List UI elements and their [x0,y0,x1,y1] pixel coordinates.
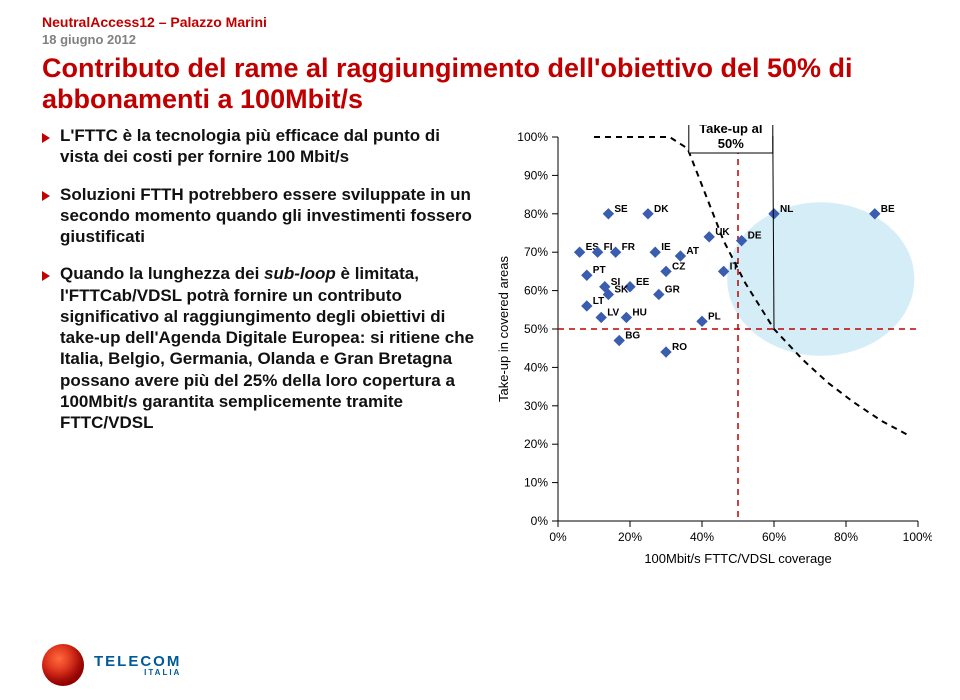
svg-text:50%: 50% [718,136,744,151]
svg-text:SK: SK [614,285,629,296]
svg-text:PT: PT [593,265,606,276]
svg-text:LT: LT [593,296,604,307]
logo-icon [42,644,84,686]
scatter-chart: 0% 20% 40% 60% 80% 100% 0% 10% 20% 30% 40% 50% 60% 70… [492,125,932,575]
svg-text:80%: 80% [524,207,548,221]
footer-logo: TELECOM ITALIA [42,644,181,686]
bullet-3b: è limitata, l'FTTCab/VDSL potrà fornire … [60,264,474,432]
svg-text:UK: UK [715,227,730,238]
bullet-1: L'FTTC è la tecnologia più efficace dal … [42,125,482,168]
svg-text:40%: 40% [524,360,548,374]
svg-text:40%: 40% [690,530,714,544]
svg-text:60%: 60% [524,284,548,298]
bullet-2: Soluzioni FTTH potrebbero essere svilupp… [42,184,482,248]
svg-text:100%: 100% [517,130,548,144]
page-title: Contributo del rame al raggiungimento de… [42,53,912,115]
svg-text:FR: FR [622,242,636,253]
svg-text:CZ: CZ [672,261,685,272]
svg-text:IE: IE [661,242,671,253]
svg-text:IT: IT [730,261,739,272]
svg-text:60%: 60% [762,530,786,544]
svg-text:100Mbit/s FTTC/VDSL coverage: 100Mbit/s FTTC/VDSL coverage [644,551,831,566]
chart-area: 0% 20% 40% 60% 80% 100% 0% 10% 20% 30% 40% 50% 60% 70… [492,125,932,605]
svg-text:AT: AT [686,246,699,257]
svg-text:100%: 100% [903,530,932,544]
svg-text:0%: 0% [549,530,567,544]
date-line: 18 giugno 2012 [42,32,932,47]
bullet-3: Quando la lunghezza dei sub-loop è limit… [42,263,482,433]
svg-text:0%: 0% [531,514,549,528]
svg-text:20%: 20% [618,530,642,544]
event-line: NeutralAccess12 – Palazzo Marini [42,14,932,30]
svg-text:20%: 20% [524,437,548,451]
svg-text:DK: DK [654,204,669,215]
svg-text:DE: DE [748,231,762,242]
svg-text:PL: PL [708,311,721,322]
svg-text:RO: RO [672,342,687,353]
svg-text:90%: 90% [524,168,548,182]
svg-text:80%: 80% [834,530,858,544]
logo-line-1: TELECOM [94,654,181,669]
svg-text:10%: 10% [524,476,548,490]
svg-text:BG: BG [625,331,640,342]
svg-text:EE: EE [636,277,650,288]
svg-text:GR: GR [665,285,681,296]
svg-text:BE: BE [881,204,895,215]
bullet-3-em: sub-loop [264,264,336,283]
svg-text:30%: 30% [524,399,548,413]
svg-text:Take-up al: Take-up al [699,125,762,136]
bullet-3a: Quando la lunghezza dei [60,264,264,283]
svg-text:70%: 70% [524,245,548,259]
logo-line-2: ITALIA [94,669,181,677]
svg-text:HU: HU [632,308,646,319]
svg-text:NL: NL [780,204,793,215]
bullet-list: L'FTTC è la tecnologia più efficace dal … [42,125,492,449]
svg-text:SE: SE [614,204,628,215]
svg-text:50%: 50% [524,322,548,336]
svg-text:LV: LV [607,308,619,319]
svg-text:Take-up in covered areas: Take-up in covered areas [496,256,511,402]
